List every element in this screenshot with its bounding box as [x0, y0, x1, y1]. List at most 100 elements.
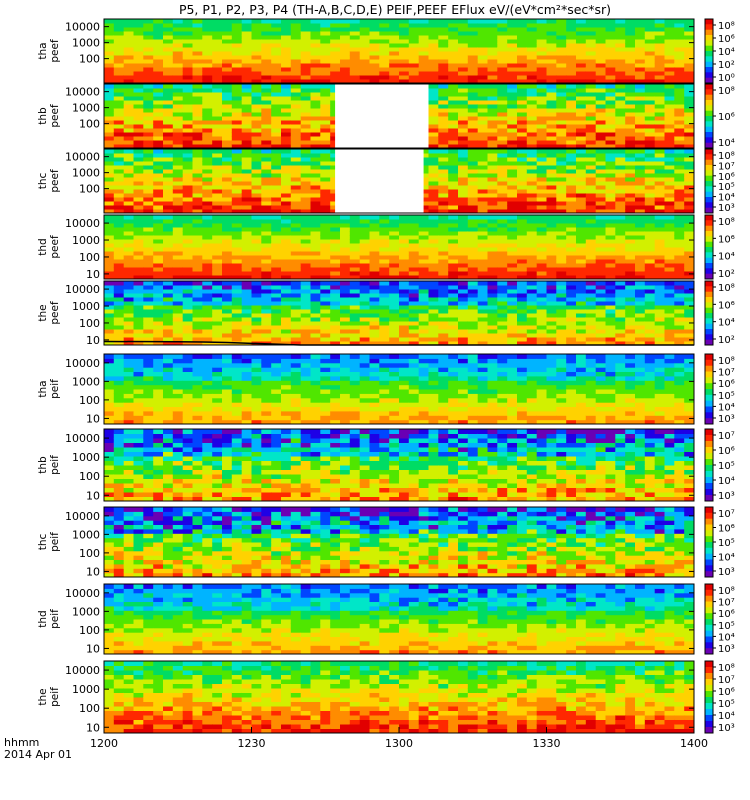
heat-cell: [585, 169, 597, 174]
heat-cell: [674, 267, 685, 272]
heat-cell: [546, 271, 557, 276]
heat-cell: [251, 223, 262, 228]
heat-cell: [487, 92, 498, 97]
heat-cell: [428, 116, 439, 121]
heat-cell: [684, 59, 695, 64]
heat-cell: [153, 88, 164, 93]
heat-cell: [576, 271, 587, 276]
heat-cell: [595, 239, 606, 244]
heat-cell: [595, 275, 606, 280]
heat-cell: [133, 149, 144, 154]
heat-cell: [104, 239, 115, 244]
heat-cell: [674, 100, 685, 105]
heat-cell: [684, 136, 695, 141]
heat-cell: [300, 79, 311, 84]
heat-cell: [310, 251, 321, 256]
heat-cell: [458, 51, 469, 56]
heat-cell: [271, 313, 282, 318]
heat-cell: [290, 35, 302, 40]
heat-cell: [389, 67, 400, 72]
heat-cell: [635, 293, 646, 298]
heat-cell: [310, 92, 321, 97]
heat-cell: [566, 71, 577, 76]
heat-cell: [389, 23, 400, 28]
heat-cell: [644, 35, 656, 40]
heat-cell: [340, 71, 351, 76]
heat-cell: [320, 149, 331, 154]
heat-cell: [281, 84, 292, 89]
heat-cell: [536, 227, 547, 232]
heat-cell: [448, 181, 459, 186]
heat-cell: [310, 35, 321, 40]
heat-cell: [507, 293, 518, 298]
heat-cell: [448, 43, 459, 48]
heat-cell: [241, 128, 252, 133]
heat-cell: [300, 201, 311, 206]
heat-cell: [300, 271, 311, 276]
heat-cell: [428, 63, 439, 68]
heat-cell: [536, 271, 547, 276]
heat-cell: [576, 92, 587, 97]
heat-cell: [310, 313, 321, 318]
heat-cell: [595, 59, 606, 64]
heat-cell: [644, 88, 656, 93]
heat-cell: [566, 309, 577, 314]
heat-cell: [635, 227, 646, 232]
heat-cell: [497, 165, 508, 170]
heat-cell: [448, 197, 459, 202]
heat-cell: [113, 209, 125, 214]
heat-cell: [467, 132, 479, 137]
heat-cell: [133, 169, 144, 174]
heat-cell: [182, 313, 193, 318]
heat-cell: [182, 255, 193, 260]
heat-cell: [467, 337, 479, 342]
heat-cell: [536, 301, 547, 306]
heat-cell: [379, 55, 390, 60]
heat-cell: [467, 313, 479, 318]
heat-cell: [536, 136, 547, 141]
heat-cell: [172, 169, 184, 174]
heat-cell: [202, 43, 213, 48]
heat-cell: [556, 19, 567, 24]
heat-cell: [212, 341, 223, 346]
heat-cell: [231, 161, 243, 166]
heat-cell: [251, 321, 262, 326]
heat-cell: [438, 243, 449, 248]
heat-cell: [556, 297, 567, 302]
heat-cell: [517, 169, 528, 174]
heat-cell: [517, 189, 528, 194]
heat-cell: [202, 136, 213, 141]
heat-cell: [595, 193, 606, 198]
heat-cell: [497, 104, 508, 109]
heat-cell: [644, 177, 656, 182]
heat-cell: [241, 309, 252, 314]
heat-cell: [123, 239, 134, 244]
heat-cell: [359, 215, 370, 220]
heat-cell: [684, 19, 695, 24]
heat-cell: [212, 124, 223, 129]
heat-cell: [517, 267, 528, 272]
heat-cell: [222, 267, 233, 272]
heat-cell: [546, 305, 557, 310]
heat-cell: [536, 104, 547, 109]
heat-cell: [448, 67, 459, 72]
heat-cell: [133, 215, 144, 220]
heat-cell: [458, 120, 469, 125]
heat-cell: [231, 235, 243, 240]
heat-cell: [615, 153, 626, 158]
heat-cell: [281, 140, 292, 145]
heat-cell: [113, 177, 125, 182]
heat-cell: [281, 27, 292, 32]
heat-cell: [595, 205, 606, 210]
heat-cell: [172, 251, 184, 256]
heat-cell: [477, 309, 488, 314]
heat-cell: [163, 289, 174, 294]
heat-cell: [123, 39, 134, 44]
heat-cell: [153, 23, 164, 28]
heat-cell: [300, 132, 311, 137]
heat-cell: [261, 108, 272, 113]
heat-cell: [241, 243, 252, 248]
heat-cell: [438, 275, 449, 280]
heat-cell: [320, 215, 331, 220]
heat-cell: [241, 321, 252, 326]
